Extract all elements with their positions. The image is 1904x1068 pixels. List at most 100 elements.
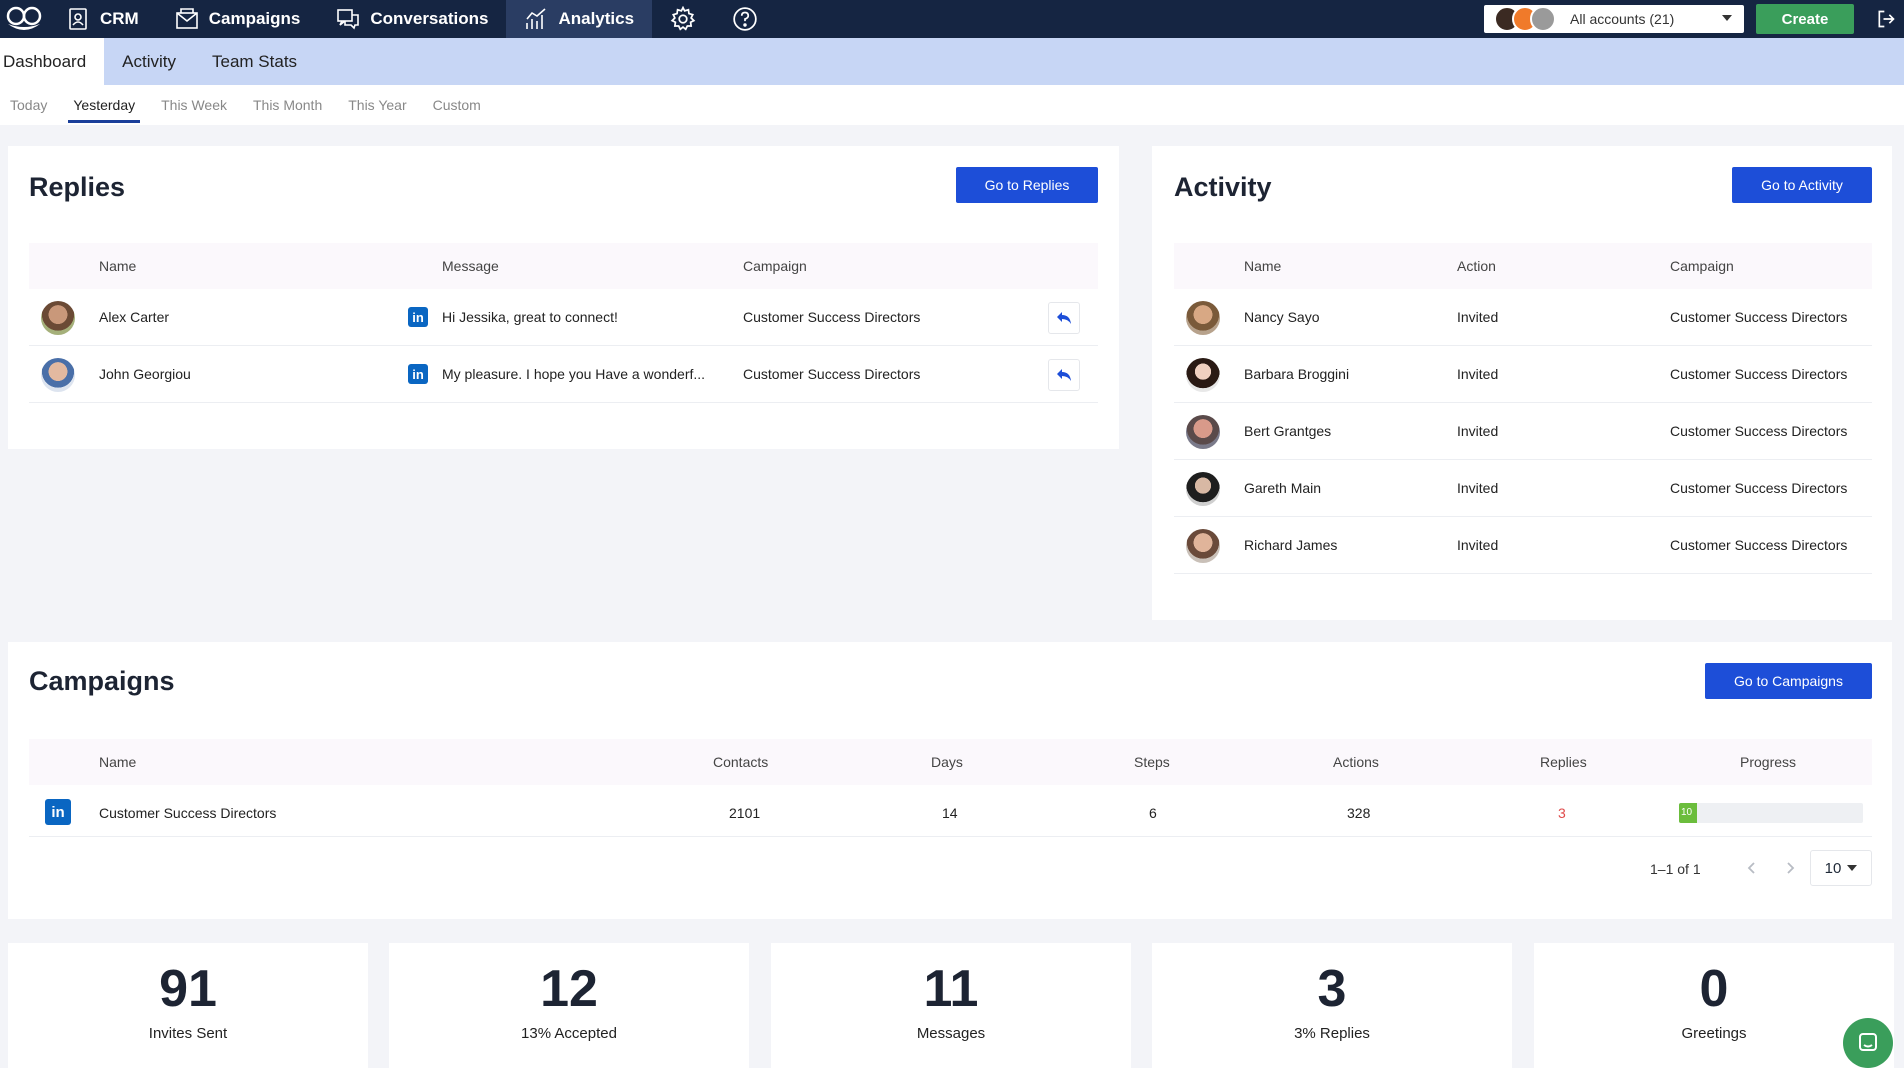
- account-select[interactable]: All accounts (21): [1484, 5, 1744, 33]
- reply-button[interactable]: [1048, 359, 1080, 391]
- col-actions: Actions: [1333, 754, 1379, 770]
- table-row[interactable]: Richard James Invited Customer Success D…: [1174, 517, 1872, 574]
- nav-settings[interactable]: [652, 0, 714, 38]
- nav-analytics[interactable]: Analytics: [506, 0, 653, 38]
- avatar: [1186, 358, 1220, 392]
- support-chat-button[interactable]: [1843, 1018, 1893, 1068]
- avatar: [1186, 301, 1220, 335]
- nav-campaigns-label: Campaigns: [208, 9, 301, 28]
- col-campaign: Campaign: [743, 258, 807, 274]
- activity-campaign: Customer Success Directors: [1670, 537, 1848, 553]
- replies-panel: Replies Go to Replies Name Message Campa…: [8, 146, 1119, 449]
- campaigns-title: Campaigns: [29, 666, 175, 696]
- period-this-year[interactable]: This Year: [348, 97, 407, 113]
- col-replies: Replies: [1540, 754, 1587, 770]
- next-page-button[interactable]: [1780, 858, 1800, 878]
- avatar: [41, 301, 75, 335]
- chat-bubbles-icon: [337, 9, 360, 30]
- replies-table-header: Name Message Campaign: [29, 243, 1098, 289]
- stat-value: 12: [540, 960, 598, 1018]
- activity-name: Nancy Sayo: [1244, 309, 1320, 325]
- nav-crm-label: CRM: [100, 9, 139, 28]
- campaign-actions: 328: [1347, 805, 1371, 821]
- stat-card-replies: 3 3% Replies: [1152, 943, 1512, 1068]
- col-campaign: Campaign: [1670, 258, 1734, 274]
- avatar: [1186, 472, 1220, 506]
- create-button[interactable]: Create: [1756, 4, 1854, 34]
- dashboard-subtabs: Dashboard Activity Team Stats: [0, 38, 1904, 85]
- tab-activity[interactable]: Activity: [122, 51, 177, 71]
- logout-button[interactable]: [1868, 0, 1904, 38]
- activity-name: Barbara Broggini: [1244, 366, 1350, 382]
- nav-analytics-label: Analytics: [558, 9, 635, 28]
- activity-name: Bert Grantges: [1244, 423, 1332, 439]
- pagination-range: 1–1 of 1: [1650, 861, 1701, 877]
- gear-icon: [670, 6, 696, 31]
- stat-label: Invites Sent: [148, 1025, 228, 1042]
- reply-name: Alex Carter: [99, 309, 170, 325]
- go-to-campaigns-button[interactable]: Go to Campaigns: [1705, 663, 1872, 699]
- period-this-month[interactable]: This Month: [252, 97, 323, 113]
- activity-campaign: Customer Success Directors: [1670, 366, 1848, 382]
- page-size-select[interactable]: 10: [1810, 850, 1872, 886]
- campaign-replies: 3: [1558, 805, 1566, 821]
- stat-label: 13% Accepted: [521, 1025, 617, 1042]
- table-row[interactable]: Alex Carter in Hi Jessika, great to conn…: [29, 289, 1098, 346]
- reply-button[interactable]: [1048, 302, 1080, 334]
- bar-chart-icon: [526, 8, 546, 29]
- stat-value: 91: [159, 960, 217, 1018]
- tab-dashboard[interactable]: Dashboard: [0, 38, 105, 85]
- go-to-activity-button[interactable]: Go to Activity: [1732, 167, 1872, 203]
- activity-action: Invited: [1457, 309, 1499, 325]
- nav-campaigns[interactable]: Campaigns: [157, 0, 319, 38]
- tab-team-stats[interactable]: Team Stats: [212, 51, 298, 71]
- nav-help[interactable]: [714, 0, 776, 38]
- reply-arrow-icon: [1057, 312, 1071, 324]
- app-logo[interactable]: [0, 0, 48, 38]
- table-row[interactable]: Nancy Sayo Invited Customer Success Dire…: [1174, 289, 1872, 346]
- col-name: Name: [99, 258, 137, 274]
- nav-right-controls: All accounts (21) Create: [1484, 0, 1904, 38]
- period-today[interactable]: Today: [10, 97, 48, 113]
- campaign-days: 14: [942, 805, 958, 821]
- table-row[interactable]: in Customer Success Directors 2101 14 6 …: [29, 785, 1872, 837]
- period-this-week[interactable]: This Week: [161, 97, 227, 113]
- chevron-down-icon: [1722, 15, 1732, 21]
- logout-icon: [1878, 10, 1895, 28]
- prev-page-button[interactable]: [1742, 858, 1762, 878]
- help-circle-icon: [733, 7, 757, 31]
- nav-crm[interactable]: CRM: [48, 0, 157, 38]
- activity-name: Gareth Main: [1244, 480, 1322, 496]
- col-days: Days: [931, 754, 963, 770]
- activity-action: Invited: [1457, 423, 1499, 439]
- table-row[interactable]: John Georgiou in My pleasure. I hope you…: [29, 346, 1098, 403]
- nav-conversations[interactable]: Conversations: [318, 0, 506, 38]
- reply-message: Hi Jessika, great to connect!: [442, 309, 618, 325]
- go-to-replies-button[interactable]: Go to Replies: [956, 167, 1098, 203]
- chevron-right-icon: [1787, 862, 1795, 874]
- stat-card-messages: 11 Messages: [771, 943, 1131, 1068]
- reply-name: John Georgiou: [99, 366, 191, 382]
- activity-campaign: Customer Success Directors: [1670, 423, 1848, 439]
- activity-table-header: Name Action Campaign: [1174, 243, 1872, 289]
- period-yesterday[interactable]: Yesterday: [60, 85, 148, 125]
- activity-title: Activity: [1174, 172, 1272, 202]
- page-size-value: 10: [1824, 859, 1842, 877]
- campaign-name: Customer Success Directors: [99, 805, 277, 821]
- nav-conversations-label: Conversations: [370, 9, 489, 28]
- activity-campaign: Customer Success Directors: [1670, 480, 1848, 496]
- reply-arrow-icon: [1057, 369, 1071, 381]
- col-name: Name: [1244, 258, 1282, 274]
- campaign-progress-bar: 10: [1679, 803, 1863, 823]
- chevron-down-icon: [1847, 865, 1858, 871]
- stat-card-accepted: 12 13% Accepted: [389, 943, 749, 1068]
- table-row[interactable]: Bert Grantges Invited Customer Success D…: [1174, 403, 1872, 460]
- activity-action: Invited: [1457, 537, 1499, 553]
- stat-value: 3: [1317, 960, 1347, 1018]
- period-custom[interactable]: Custom: [432, 97, 481, 113]
- campaigns-table-header: Name Contacts Days Steps Actions Replies…: [29, 739, 1872, 785]
- table-row[interactable]: Gareth Main Invited Customer Success Dir…: [1174, 460, 1872, 517]
- campaign-contacts: 2101: [729, 805, 761, 821]
- campaigns-panel: Campaigns Go to Campaigns Name Contacts …: [8, 642, 1892, 919]
- table-row[interactable]: Barbara Broggini Invited Customer Succes…: [1174, 346, 1872, 403]
